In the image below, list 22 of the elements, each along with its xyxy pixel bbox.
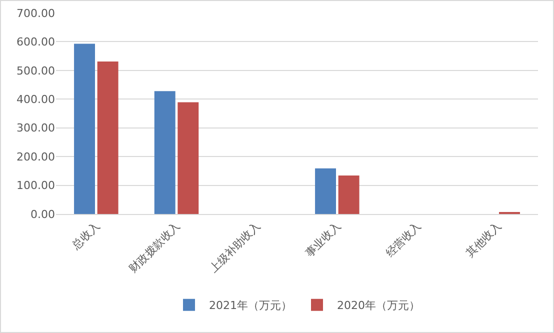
y-tick-label: 200.00: [16, 150, 55, 164]
y-tick-label: 600.00: [16, 36, 55, 49]
legend-label: 2020年（万元）: [337, 299, 420, 312]
y-tick-label: 400.00: [16, 92, 55, 106]
y-tick-label: 100.00: [16, 179, 55, 192]
x-tick-label: 财政拨款收入: [126, 220, 183, 276]
bar: [315, 168, 336, 214]
y-tick-label: 500.00: [16, 64, 55, 78]
bar: [97, 62, 118, 214]
bar: [178, 102, 199, 214]
bar: [338, 176, 360, 214]
y-tick-label: 300.00: [16, 122, 55, 135]
x-tick-label: 上级补助收入: [206, 220, 263, 276]
x-tick-label: 经营收入: [383, 220, 424, 260]
x-tick-label: 其他收入: [464, 220, 504, 260]
bar: [74, 44, 95, 214]
x-tick-label: 事业收入: [302, 220, 344, 260]
legend-label: 2021年（万元）: [209, 299, 292, 312]
x-tick-label: 总收入: [68, 220, 102, 253]
y-tick-label: 700.00: [16, 6, 55, 20]
bar: [154, 91, 176, 214]
y-tick-label: 0.00: [30, 208, 55, 221]
